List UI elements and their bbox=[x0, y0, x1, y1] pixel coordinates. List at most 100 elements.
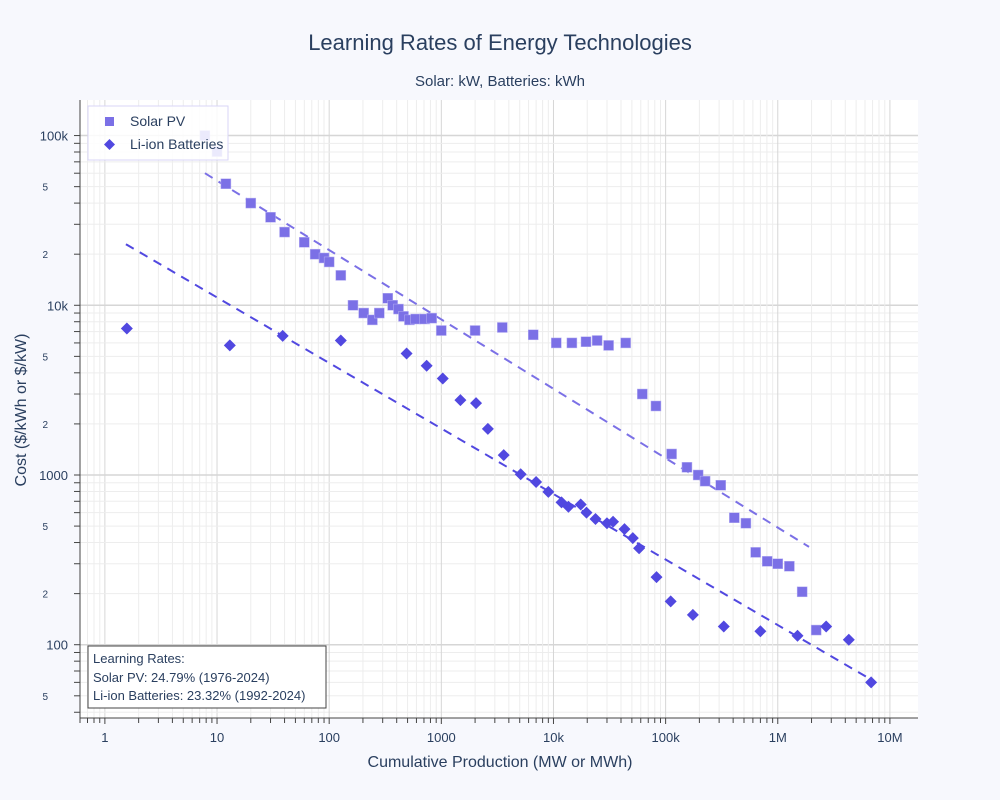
li-ion-battery-point[interactable] bbox=[607, 515, 620, 528]
solar-pv-point[interactable] bbox=[715, 480, 726, 491]
x-tick-label: 100k bbox=[652, 730, 681, 745]
solar-pv-point[interactable] bbox=[309, 248, 321, 260]
y-tick-label: 5 bbox=[42, 522, 48, 533]
li-ion-battery-point[interactable] bbox=[514, 468, 527, 481]
x-tick-label: 10k bbox=[543, 730, 564, 745]
solar-pv-point[interactable] bbox=[591, 335, 603, 346]
annotation-line: Solar PV: 24.79% (1976-2024) bbox=[93, 670, 270, 685]
li-ion-battery-point[interactable] bbox=[530, 475, 543, 488]
solar-pv-point[interactable] bbox=[551, 337, 562, 349]
li-ion-battery-point[interactable] bbox=[717, 620, 730, 633]
legend-batteries-label[interactable]: Li-ion Batteries bbox=[130, 136, 223, 152]
solar-pv-point[interactable] bbox=[335, 270, 347, 281]
solar-pv-point[interactable] bbox=[666, 448, 677, 460]
annotation-border bbox=[87, 645, 327, 709]
x-tick-label: 10 bbox=[210, 730, 224, 745]
solar-pv-point[interactable] bbox=[784, 560, 795, 572]
solar-pv-point[interactable] bbox=[620, 337, 631, 349]
y-tick-label: 2 bbox=[42, 250, 48, 261]
solar-pv-point[interactable] bbox=[410, 313, 421, 325]
li-ion-battery-point[interactable] bbox=[400, 347, 413, 360]
x-axis-label: Cumulative Production (MW or MWh) bbox=[368, 754, 633, 771]
li-ion-battery-point[interactable] bbox=[650, 571, 663, 584]
li-ion-battery-point[interactable] bbox=[436, 372, 449, 385]
solar-pv-point[interactable] bbox=[729, 512, 740, 523]
solar-pv-point[interactable] bbox=[358, 307, 369, 319]
li-ion-battery-point[interactable] bbox=[454, 394, 467, 407]
solar-pv-point[interactable] bbox=[603, 340, 614, 351]
solar-pv-point[interactable] bbox=[279, 226, 290, 238]
solar-pv-point[interactable] bbox=[699, 475, 711, 487]
li-ion-battery-point[interactable] bbox=[276, 329, 289, 342]
y-tick-label: 100k bbox=[40, 129, 69, 144]
solar-pv-point[interactable] bbox=[374, 307, 385, 319]
solar-pv-point[interactable] bbox=[650, 400, 662, 412]
legend[interactable]: Solar PV Li-ion Batteries bbox=[87, 105, 229, 161]
li-ion-battery-point[interactable] bbox=[618, 523, 631, 536]
li-ion-battery-point[interactable] bbox=[686, 608, 699, 621]
solar-pv-point[interactable] bbox=[527, 329, 539, 341]
solar-pv-point[interactable] bbox=[810, 624, 822, 636]
solar-pv-point[interactable] bbox=[469, 325, 481, 336]
x-tick-label: 1 bbox=[101, 730, 108, 745]
chart-title: Learning Rates of Energy Technologies bbox=[308, 30, 692, 55]
solar-pv-point[interactable] bbox=[637, 388, 648, 400]
solar-pv-point[interactable] bbox=[692, 469, 704, 481]
li-ion-battery-point[interactable] bbox=[791, 629, 804, 642]
y-tick-label: 2 bbox=[42, 590, 48, 601]
y-tick-label: 1000 bbox=[39, 468, 68, 483]
li-ion-battery-point[interactable] bbox=[497, 449, 510, 462]
chart-subtitle: Solar: kW, Batteries: kWh bbox=[415, 73, 585, 90]
solar-pv-point[interactable] bbox=[426, 312, 437, 324]
solar-pv-point[interactable] bbox=[796, 586, 808, 598]
solar-pv-point[interactable] bbox=[367, 314, 378, 326]
li-ion-battery-point[interactable] bbox=[589, 513, 602, 526]
li-ion-battery-point[interactable] bbox=[120, 322, 133, 335]
solar-pv-point[interactable] bbox=[245, 197, 257, 209]
y-tick-label: 5 bbox=[42, 352, 48, 363]
solar-pv-point[interactable] bbox=[436, 325, 447, 336]
legend-solar-label[interactable]: Solar PV bbox=[130, 113, 186, 129]
li-ion-battery-point[interactable] bbox=[562, 500, 575, 513]
solar-pv-point[interactable] bbox=[347, 300, 359, 311]
li-ion-battery-point[interactable] bbox=[420, 359, 433, 372]
legend-diamond-icon bbox=[104, 139, 115, 150]
li-ion-battery-point[interactable] bbox=[820, 620, 833, 633]
li-ion-battery-point[interactable] bbox=[481, 422, 494, 435]
solar-pv-point[interactable] bbox=[220, 178, 232, 190]
li-ion-battery-point[interactable] bbox=[664, 595, 677, 608]
solar-pv-point[interactable] bbox=[761, 556, 773, 567]
solar-pv-point[interactable] bbox=[299, 237, 310, 248]
solar-pv-point[interactable] bbox=[772, 558, 784, 569]
solar-pv-point[interactable] bbox=[681, 462, 693, 473]
li-ion-battery-point[interactable] bbox=[580, 506, 593, 519]
solar-pv-point[interactable] bbox=[497, 322, 508, 333]
li-ion-battery-point[interactable] bbox=[334, 334, 347, 347]
legend-box bbox=[87, 105, 229, 161]
x-tick-label: 1000 bbox=[427, 730, 456, 745]
annotation-line: Li-ion Batteries: 23.32% (1992-2024) bbox=[93, 688, 305, 703]
li-ion-battery-point[interactable] bbox=[626, 532, 639, 545]
x-tick-label: 100 bbox=[318, 730, 340, 745]
li-ion-battery-point[interactable] bbox=[754, 625, 767, 638]
li-ion-battery-point[interactable] bbox=[842, 633, 855, 646]
solar-pv-point[interactable] bbox=[323, 256, 335, 268]
solar-pv-point[interactable] bbox=[566, 337, 578, 349]
li-ion-battery-point[interactable] bbox=[574, 498, 587, 511]
annotation-box: Learning Rates: Solar PV: 24.79% (1976-2… bbox=[87, 645, 327, 709]
x-tick-label: 10M bbox=[877, 730, 902, 745]
li-ion-battery-point[interactable] bbox=[542, 485, 555, 498]
li-ion-battery-point[interactable] bbox=[865, 676, 878, 689]
li-ion-battery-point[interactable] bbox=[633, 542, 646, 555]
y-tick-label: 100 bbox=[46, 638, 68, 653]
solar-pv-point[interactable] bbox=[750, 547, 761, 558]
solar-pv-point[interactable] bbox=[265, 212, 276, 223]
solar-pv-point[interactable] bbox=[580, 336, 592, 347]
trendline-solar bbox=[204, 172, 810, 548]
solar-pv-point[interactable] bbox=[740, 517, 752, 529]
li-ion-battery-point[interactable] bbox=[223, 339, 236, 352]
li-ion-battery-point[interactable] bbox=[470, 397, 483, 410]
y-tick-label: 5 bbox=[42, 692, 48, 703]
